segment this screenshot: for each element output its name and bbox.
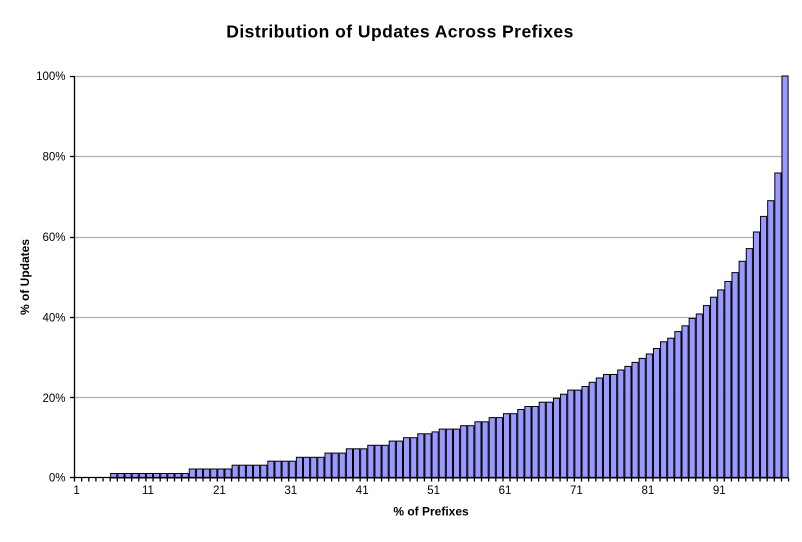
svg-text:80%: 80% xyxy=(42,152,65,164)
svg-text:% of Prefixes: % of Prefixes xyxy=(393,505,469,519)
svg-text:60%: 60% xyxy=(42,232,65,244)
svg-text:1: 1 xyxy=(73,485,79,497)
svg-text:% of Updates: % of Updates xyxy=(18,239,32,315)
svg-text:Distribution of Updates Across: Distribution of Updates Across Prefixes xyxy=(226,22,574,42)
svg-text:20%: 20% xyxy=(42,393,65,405)
svg-text:100%: 100% xyxy=(36,71,65,83)
svg-text:21: 21 xyxy=(213,485,226,497)
svg-text:61: 61 xyxy=(499,485,512,497)
svg-text:91: 91 xyxy=(713,485,726,497)
svg-text:51: 51 xyxy=(427,485,440,497)
svg-text:11: 11 xyxy=(142,485,154,497)
svg-text:40%: 40% xyxy=(42,312,65,324)
svg-text:71: 71 xyxy=(570,485,583,497)
svg-text:0%: 0% xyxy=(49,473,66,485)
svg-text:41: 41 xyxy=(356,485,369,497)
svg-text:81: 81 xyxy=(642,485,655,497)
svg-text:31: 31 xyxy=(284,485,297,497)
